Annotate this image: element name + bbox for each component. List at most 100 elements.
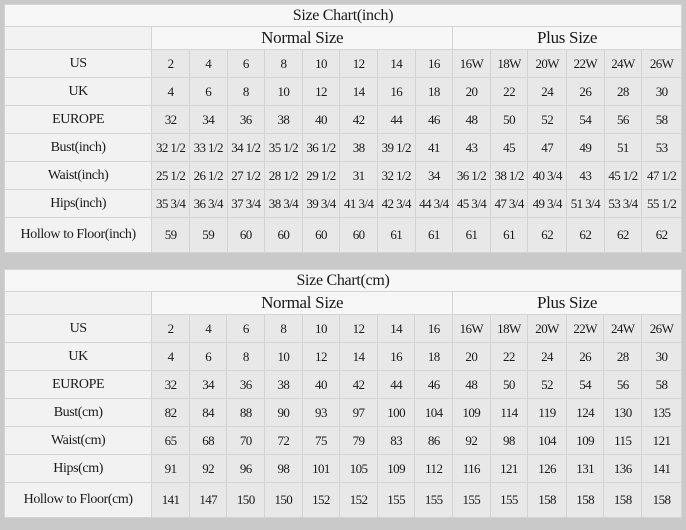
size-cell: 68 [188,426,228,455]
size-cell: 2 [151,49,190,78]
size-cell: 51 3/4 [566,189,605,218]
size-cell: 116 [452,454,491,483]
size-chart-inch: Size Chart(inch) Normal Size Plus Size US 2 4… [3,4,682,253]
size-cell: 37 3/4 [226,189,266,218]
size-cell: 104 [527,426,567,455]
size-cell: 158 [641,482,682,518]
size-cell: 60 [264,217,303,253]
size-cell: 40 [301,370,341,399]
size-cell: 62 [603,217,643,253]
size-cell: 44 3/4 [414,189,454,218]
size-cell: 32 1/2 [376,161,416,190]
size-cell: 26 [565,342,605,371]
size-cell: 60 [301,217,341,253]
size-cell: 35 3/4 [151,189,190,218]
size-cell: 90 [264,398,303,427]
table-row: Waist(cm) 65 68 70 72 75 79 83 86 92 98 104 109 115 12… [3,426,682,455]
size-cell: 92 [188,454,228,483]
row-label: Waist(cm) [3,426,153,455]
size-cell: 61 [452,217,491,253]
size-cell: 30 [641,77,682,106]
size-cell: 24 [527,342,567,371]
size-cell: 62 [641,217,682,253]
size-cell: 6 [188,77,228,106]
size-cell: 109 [452,398,491,427]
size-cell: 36 1/2 [452,161,491,190]
size-cell: 34 [414,161,454,190]
row-label: UK [3,77,153,106]
size-cell: 55 1/2 [641,189,682,218]
size-cell: 75 [301,426,341,455]
chart-title: Size Chart(cm) [4,269,682,292]
size-cell: 93 [301,398,341,427]
size-cell: 10 [301,49,341,78]
size-cell: 46 [414,105,454,134]
size-cell: 8 [264,314,303,343]
size-cell: 61 [414,217,454,253]
row-label: UK [3,342,153,371]
size-cell: 100 [376,398,416,427]
size-cell: 47 3/4 [489,189,529,218]
size-cell: 112 [414,454,454,483]
size-cell: 16 [376,342,416,371]
size-cell: 33 1/2 [188,133,228,162]
size-cell: 119 [527,398,567,427]
row-label: EUROPE [3,105,153,134]
group-normal-size: Normal Size [151,291,454,315]
size-cell: 155 [414,482,454,518]
size-cell: 24 [527,77,568,106]
size-cell: 41 3/4 [339,189,378,218]
size-cell: 83 [376,426,416,455]
table-row: Hollow to Floor(inch) 59 59 60 60 60 60 61 61 61 6… [3,217,682,253]
size-cell: 86 [414,426,454,455]
size-cell: 43 [452,133,491,162]
size-cell: 36 3/4 [188,189,228,218]
size-cell: 12 [339,49,378,78]
size-cell: 26W [641,49,682,78]
size-cell: 36 [226,370,266,399]
size-cell: 109 [376,454,416,483]
size-cell: 58 [641,105,682,134]
size-cell: 8 [226,342,266,371]
size-cell: 22W [566,49,605,78]
size-cell: 136 [603,454,643,483]
size-chart-cm: Size Chart(cm) Normal Size Plus Size US 2 4 6 8… [3,269,682,518]
size-cell: 150 [264,482,303,518]
size-cell: 4 [188,49,228,78]
row-label: US [3,314,153,343]
row-label: US [3,49,153,78]
size-cell: 20W [527,49,568,78]
size-cell: 35 1/2 [264,133,303,162]
table-row: EUROPE 32 34 36 38 40 42 44 46 48 50 52 54 56 58 [3,105,682,134]
size-cell: 121 [641,426,682,455]
size-cell: 130 [603,398,643,427]
size-cell: 14 [376,49,416,78]
size-cell: 16W [452,49,491,78]
size-cell: 10 [264,342,303,371]
size-cell: 28 1/2 [264,161,303,190]
size-cell: 42 [339,105,378,134]
size-cell: 49 3/4 [527,189,568,218]
size-cell: 54 [566,105,605,134]
size-cell: 26W [641,314,682,343]
size-cell: 38 [264,105,303,134]
size-cell: 28 [603,77,643,106]
row-label: Hips(cm) [3,454,153,483]
row-label: EUROPE [3,370,153,399]
size-cell: 109 [565,426,605,455]
size-cell: 60 [226,217,266,253]
size-cell: 38 [264,370,303,399]
group-plus-size: Plus Size [452,291,682,315]
table-row: UK 4 6 8 10 12 14 16 18 20 22 24 26 28 30 [3,342,682,371]
table-row: Hips(inch) 35 3/4 36 3/4 37 3/4 38 3/4 39 3/4… [3,189,682,218]
size-cell: 39 3/4 [301,189,341,218]
size-cell: 32 [151,370,190,399]
table-row: Bust(cm) 82 84 88 90 93 97 100 104 109 114 119 124 13… [3,398,682,427]
size-cell: 50 [489,105,529,134]
size-cell: 10 [301,314,341,343]
size-cell: 158 [527,482,567,518]
size-cell: 98 [489,426,529,455]
size-cell: 62 [566,217,605,253]
table-row: Hollow to Floor(cm) 141 147 150 150 152 152 155… [3,482,682,518]
size-cell: 40 [301,105,341,134]
